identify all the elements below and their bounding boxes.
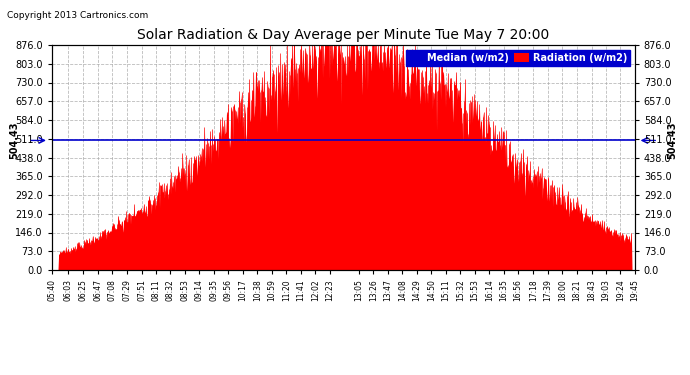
Text: 504.43: 504.43 <box>10 122 20 159</box>
Legend: Median (w/m2), Radiation (w/m2): Median (w/m2), Radiation (w/m2) <box>406 50 630 66</box>
Text: Copyright 2013 Cartronics.com: Copyright 2013 Cartronics.com <box>7 11 148 20</box>
Title: Solar Radiation & Day Average per Minute Tue May 7 20:00: Solar Radiation & Day Average per Minute… <box>137 28 549 42</box>
Text: 504.43: 504.43 <box>667 122 677 159</box>
